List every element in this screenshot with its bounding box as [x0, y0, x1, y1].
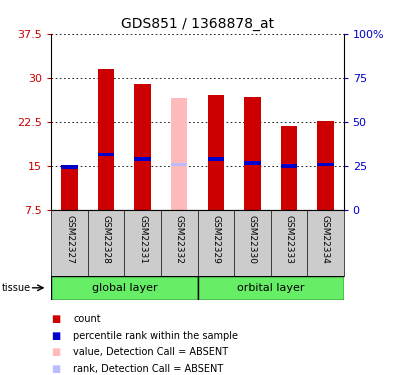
Bar: [61, 165, 78, 169]
Bar: [280, 164, 297, 168]
Text: ■: ■: [51, 364, 60, 374]
Text: rank, Detection Call = ABSENT: rank, Detection Call = ABSENT: [73, 364, 223, 374]
Bar: [207, 96, 224, 210]
Bar: [134, 84, 151, 210]
Bar: [61, 169, 78, 210]
Bar: [134, 157, 151, 160]
Title: GDS851 / 1368878_at: GDS851 / 1368878_at: [121, 17, 274, 32]
Text: GSM22334: GSM22334: [321, 215, 330, 264]
Text: GSM22328: GSM22328: [102, 215, 111, 264]
Text: ■: ■: [51, 314, 60, 324]
Bar: [207, 157, 224, 160]
Text: GSM22329: GSM22329: [211, 215, 220, 264]
Text: orbital layer: orbital layer: [237, 283, 304, 293]
Text: global layer: global layer: [92, 283, 157, 293]
Text: GSM22330: GSM22330: [248, 215, 257, 264]
Bar: [51, 276, 198, 300]
Bar: [98, 153, 115, 156]
Bar: [98, 69, 115, 210]
Text: GSM22331: GSM22331: [138, 215, 147, 264]
Text: GSM22327: GSM22327: [65, 215, 74, 264]
Bar: [280, 126, 297, 210]
Bar: [171, 98, 188, 210]
Text: count: count: [73, 314, 101, 324]
Text: GSM22333: GSM22333: [284, 215, 293, 264]
Text: value, Detection Call = ABSENT: value, Detection Call = ABSENT: [73, 348, 228, 357]
Bar: [171, 163, 188, 166]
Bar: [317, 121, 334, 210]
Text: GSM22332: GSM22332: [175, 215, 184, 264]
Bar: [244, 161, 261, 165]
Text: ■: ■: [51, 331, 60, 340]
Bar: [244, 97, 261, 210]
Bar: [198, 276, 344, 300]
Text: ■: ■: [51, 348, 60, 357]
Bar: [317, 162, 334, 166]
Text: percentile rank within the sample: percentile rank within the sample: [73, 331, 238, 340]
Text: tissue: tissue: [2, 283, 31, 293]
